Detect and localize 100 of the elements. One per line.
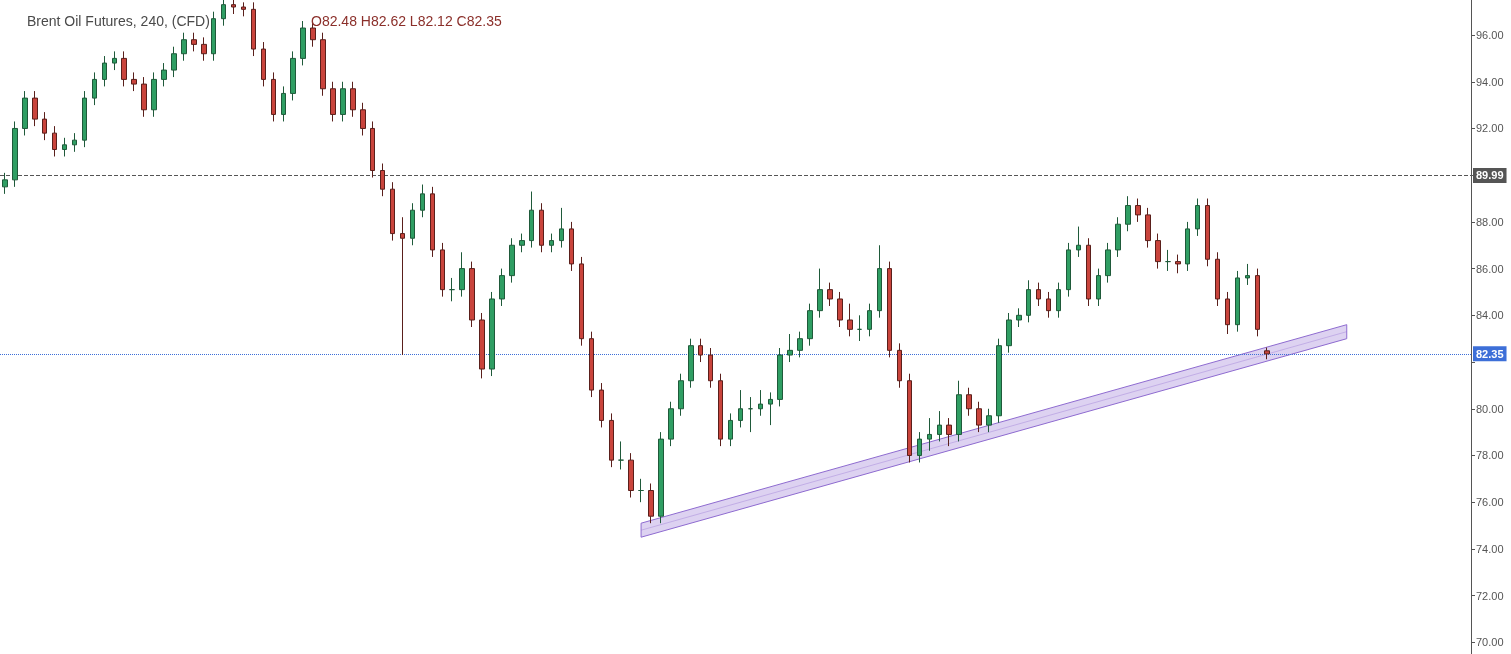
candlestick: [678, 373, 684, 417]
candlestick: [1016, 307, 1022, 328]
candlestick: [976, 401, 982, 433]
text: Brent Oil Futures, 240, (CFD): [27, 13, 210, 29]
candlestick: [1205, 198, 1210, 267]
candlestick: [1096, 268, 1101, 307]
y-tick-label: 94.00: [1476, 75, 1504, 88]
candlestick: [151, 71, 157, 118]
candlestick: [1195, 198, 1200, 237]
candlestick: [777, 347, 783, 407]
candlestick: [82, 90, 87, 148]
candlestick: [479, 312, 485, 379]
candlestick: [1225, 291, 1230, 335]
candlestick: [887, 261, 892, 358]
candlestick: [440, 242, 445, 298]
candlestick: [350, 81, 356, 118]
candlestick: [966, 387, 972, 417]
candlestick: [519, 233, 525, 253]
candlestick: [42, 111, 47, 141]
candlestick: [996, 338, 1002, 424]
candlestick: [609, 412, 614, 468]
candlestick: [489, 291, 495, 377]
candlestick: [370, 120, 375, 179]
candlestick: [618, 440, 624, 470]
candlestick: [986, 408, 992, 433]
annotation: O82.48 H82.62 L82.12 C82.35: [311, 13, 502, 29]
candlestick: [1145, 207, 1151, 249]
candlestick: [2, 172, 8, 195]
candlestick: [1056, 282, 1061, 319]
candlestick: [221, 0, 226, 27]
y-tick-label: 86.00: [1476, 262, 1504, 275]
y-tick-label: 72.00: [1476, 589, 1504, 602]
candlestick: [559, 207, 564, 249]
candlestick: [191, 32, 197, 52]
candlestick: [787, 333, 793, 363]
candlestick: [131, 71, 137, 92]
candlestick: [847, 303, 853, 337]
candlestick: [141, 76, 147, 118]
candlestick: [1175, 254, 1181, 274]
candlestick: [1046, 291, 1051, 319]
candlestick: [1155, 233, 1161, 270]
candlestick: [231, 0, 236, 15]
y-tick-label: 80.00: [1476, 402, 1504, 415]
candlestick: [400, 216, 405, 356]
candlestick: [807, 303, 813, 347]
candlestick: [738, 389, 743, 428]
candlestick: [1076, 226, 1081, 258]
candlestick: [579, 256, 584, 347]
y-tick-label: 96.00: [1476, 29, 1504, 42]
candlestick: [946, 417, 952, 447]
candlestick: [1036, 282, 1041, 307]
candlestick: [1066, 242, 1071, 298]
candlestick: [251, 1, 256, 57]
candlestick: [599, 382, 604, 428]
candlestick: [569, 221, 574, 272]
candlestick: [1215, 251, 1220, 307]
candlestick: [529, 191, 534, 249]
ref-line-label: 89.99: [1476, 169, 1504, 182]
candlestick: [112, 50, 117, 71]
candlestick: [449, 277, 455, 302]
candlestick: [827, 282, 833, 307]
candlestick: [12, 120, 18, 188]
y-tick-label: 70.00: [1476, 636, 1504, 649]
candlestick: [390, 181, 395, 242]
y-tick-label: 88.00: [1476, 215, 1504, 228]
candlestick: [589, 331, 594, 398]
candlestick: [509, 237, 515, 284]
candlestick: [688, 338, 694, 389]
candlestick: [92, 71, 97, 106]
candlestick: [241, 1, 246, 17]
candlestick: [410, 202, 415, 246]
candlestick: [748, 396, 753, 433]
candlestick: [1245, 263, 1250, 286]
candlestick: [469, 261, 475, 328]
candlestick: [956, 380, 962, 442]
candlestick: [927, 417, 932, 452]
candlestick: [857, 314, 862, 342]
candlestick: [668, 401, 674, 447]
candlestick: [121, 50, 127, 87]
candlestick: [768, 391, 773, 426]
candlestick: [340, 81, 346, 122]
candlestick: [430, 186, 435, 258]
candlestick: [1255, 268, 1260, 337]
candlestick: [380, 163, 385, 197]
candlestick: [261, 41, 266, 87]
candlestick: [708, 347, 713, 389]
candlestick: [52, 125, 57, 157]
candlestick: [499, 268, 505, 307]
candlestick: [290, 50, 296, 101]
candlestick: [360, 102, 366, 136]
candlestick: [797, 331, 803, 358]
candlestick: [1165, 249, 1171, 272]
y-tick-label: 78.00: [1476, 449, 1504, 462]
candlestick: [420, 184, 425, 218]
candlestick: [1115, 216, 1121, 258]
candlestick: [1135, 198, 1141, 223]
candlestick: [1264, 347, 1270, 360]
candlestick: [718, 373, 723, 447]
candlestick: [300, 20, 306, 66]
candlestick: [1185, 221, 1190, 272]
